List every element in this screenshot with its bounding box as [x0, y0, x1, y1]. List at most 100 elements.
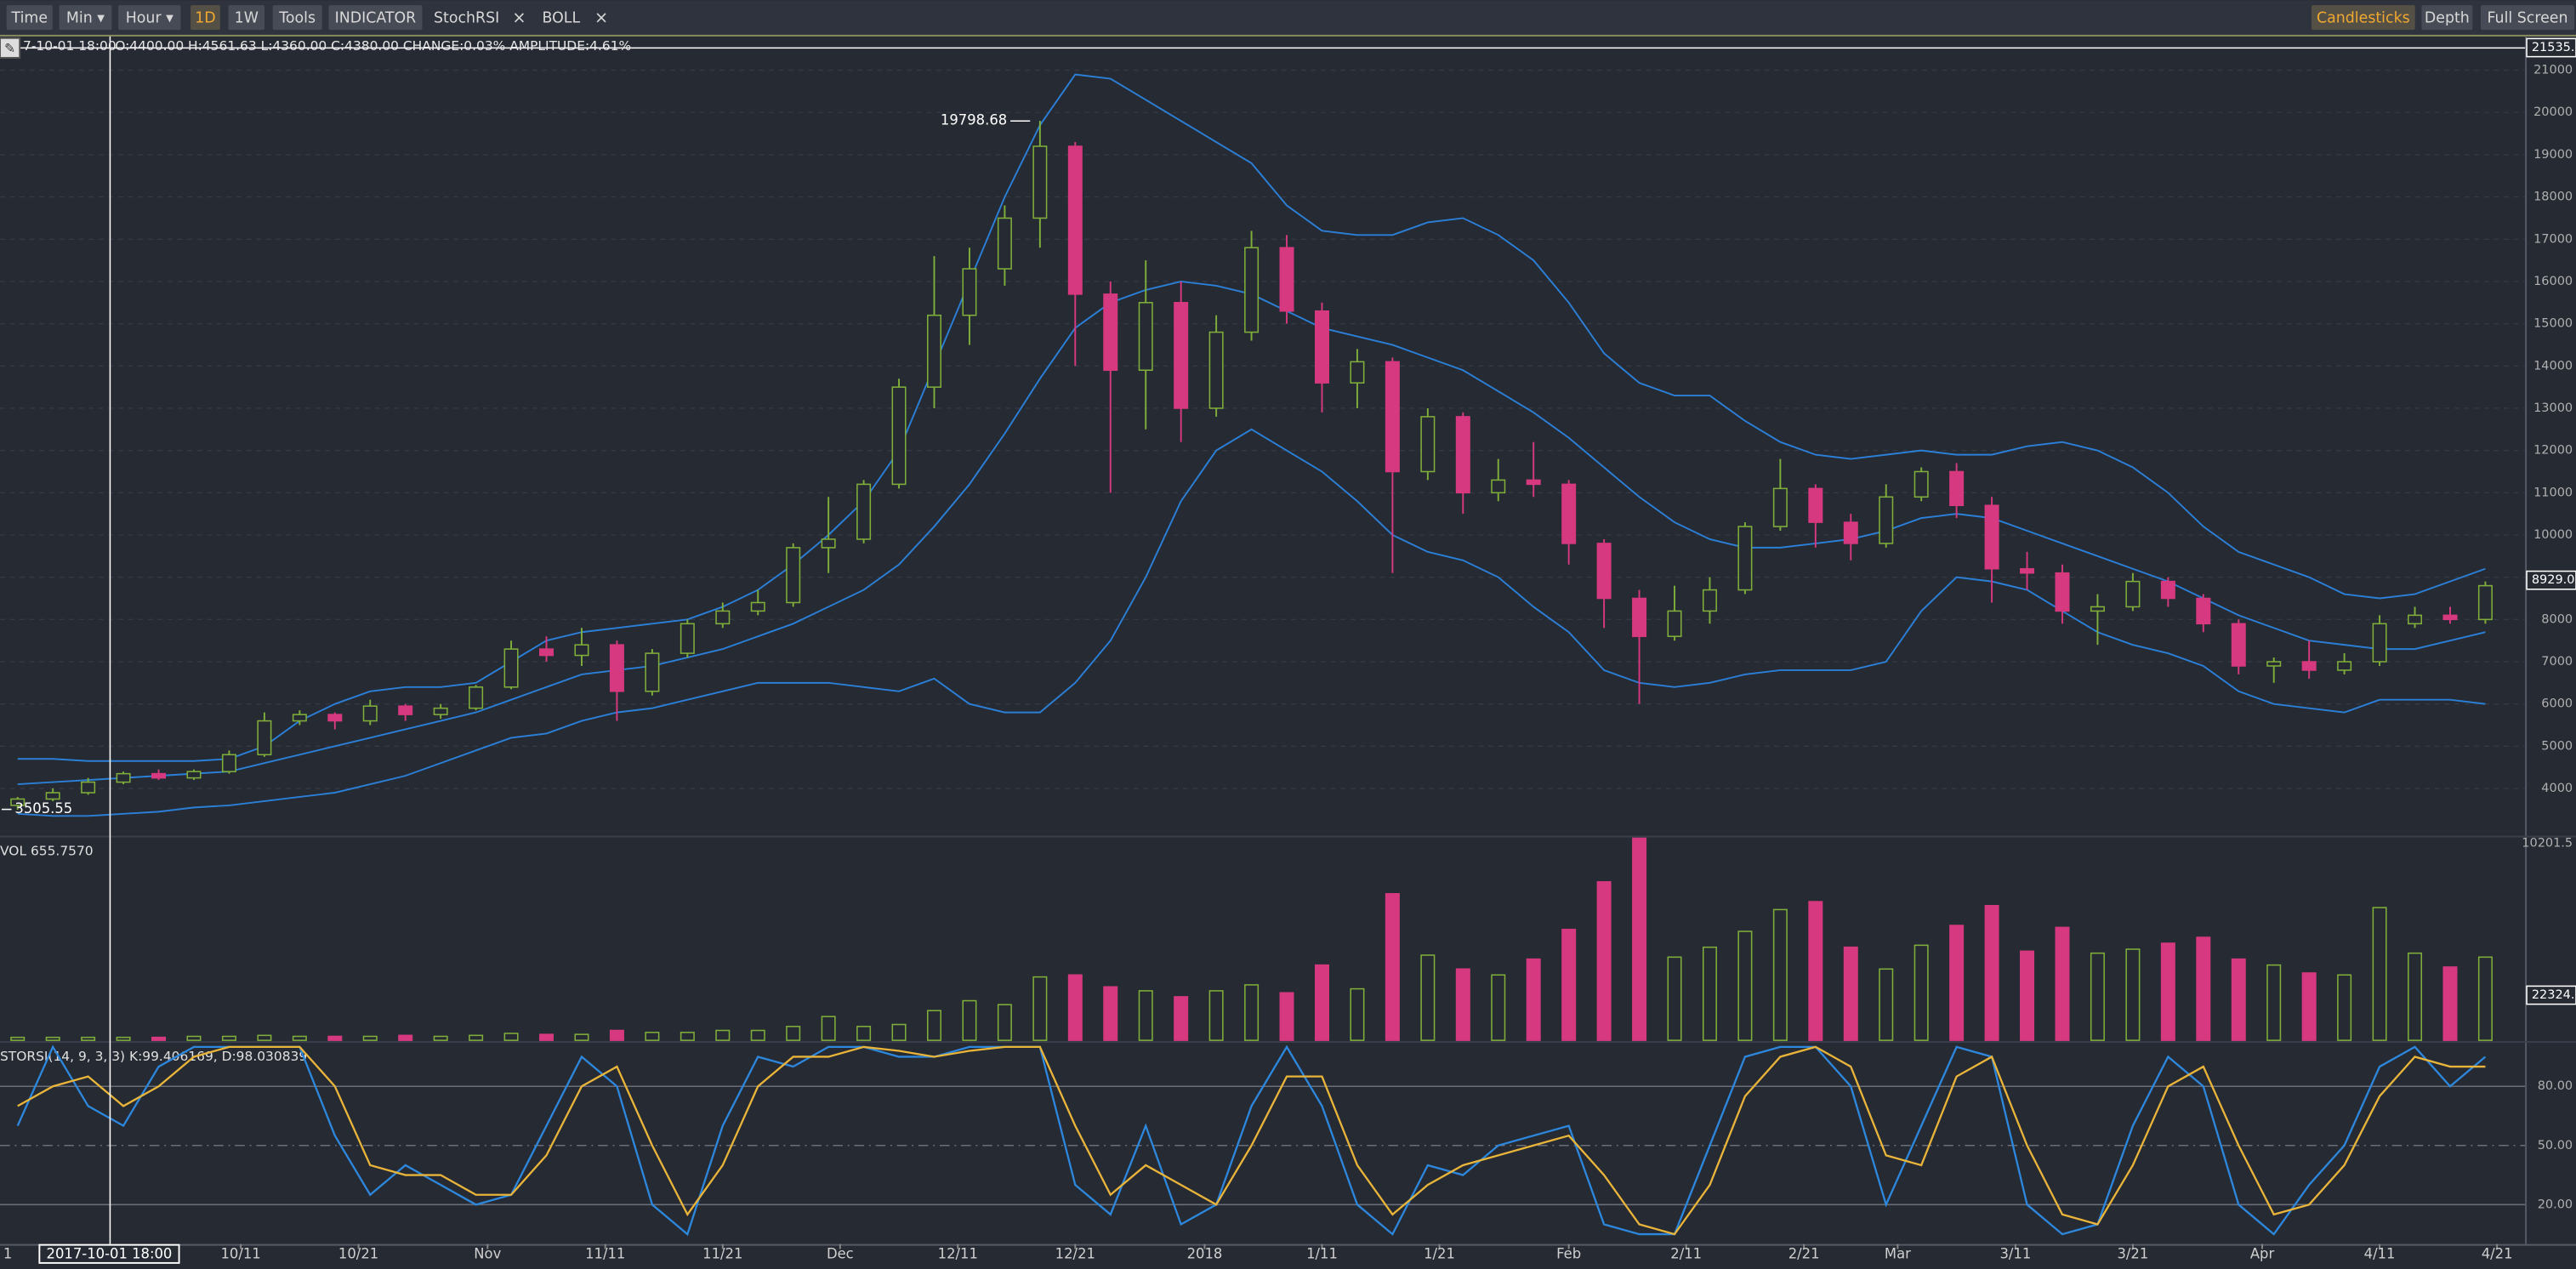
x-tick-label: Apr: [2250, 1246, 2275, 1262]
candle-body: [1138, 302, 1153, 372]
y-tick-label: 21000: [2533, 64, 2573, 77]
x-tick-label: 11/21: [702, 1246, 742, 1262]
candle-body: [1949, 470, 1965, 506]
price-label: 8929.0: [2532, 573, 2575, 587]
price-label: 21535.: [2532, 41, 2575, 54]
candle-body: [1032, 145, 1048, 219]
y-tick-label: 20000: [2533, 105, 2573, 119]
candle-body: [1385, 361, 1400, 473]
volume-bar: [1208, 990, 1224, 1041]
volume-bar: [1279, 992, 1294, 1041]
toolbar-button[interactable]: [118, 5, 181, 31]
y-tick-label: 50.00: [2538, 1139, 2573, 1152]
toolbar-button[interactable]: [6, 5, 53, 31]
y-tick-label: 11000: [2533, 486, 2573, 499]
candle-body: [1526, 479, 1541, 486]
candle-body: [609, 644, 624, 692]
candle-body: [2231, 623, 2246, 667]
volume-bar: [10, 1036, 26, 1041]
candle-body: [469, 686, 484, 709]
toolbar-button-label[interactable]: Candlesticks: [2317, 10, 2410, 27]
candle-body: [927, 314, 942, 388]
volume-bar: [1667, 956, 1682, 1041]
candle-body: [116, 772, 131, 783]
y-tick-label: 12000: [2533, 444, 2573, 458]
y-tick-label: 15000: [2533, 317, 2573, 331]
indicator-close[interactable]: ×: [512, 8, 526, 27]
toolbar-button[interactable]: [228, 5, 265, 31]
volume-bar: [2442, 966, 2458, 1041]
x-tick-label: 4/21: [2482, 1246, 2513, 1262]
candle-body: [2055, 572, 2070, 612]
toolbar-button-label[interactable]: Depth: [2425, 10, 2470, 27]
volume-bar: [1561, 928, 1577, 1041]
toolbar-button-label[interactable]: Min ▾: [66, 10, 105, 27]
stochrsi-line: [16, 1044, 2487, 1237]
price-label-box: [2526, 570, 2576, 590]
wrench-icon[interactable]: [0, 37, 21, 59]
candle-body: [433, 707, 448, 715]
volume-bar: [2020, 950, 2035, 1041]
candle-body: [2442, 614, 2458, 621]
info-ohlc: O:4400.00 H:4561.63 L:4360.00 C:4380.00 …: [115, 38, 631, 54]
candle-body: [1667, 610, 1682, 637]
candle-body: [1244, 247, 1260, 333]
volume-bar: [1103, 986, 1118, 1041]
toolbar-button[interactable]: [2421, 5, 2473, 31]
toolbar-button-label[interactable]: 1D: [195, 10, 215, 27]
toolbar-button-label[interactable]: INDICATOR: [335, 10, 417, 27]
candle-body: [45, 792, 60, 800]
toolbar-button-label[interactable]: 1W: [235, 10, 259, 27]
candle-body: [503, 648, 519, 688]
volume-bar: [327, 1035, 343, 1041]
x-tick-label: Nov: [474, 1246, 501, 1262]
indicator-tab[interactable]: BOLL: [542, 10, 580, 27]
volume-bar: [1879, 968, 1894, 1041]
toolbar-button[interactable]: [272, 5, 322, 31]
x-tick-label: Mar: [1885, 1246, 1911, 1262]
volume-bar: [1138, 990, 1153, 1041]
toolbar-button[interactable]: [2480, 5, 2575, 31]
toolbar-button[interactable]: [328, 5, 423, 31]
volume-bar: [1491, 974, 1506, 1041]
volume-bar: [2372, 907, 2387, 1041]
pane-title: VOL 655.7570: [0, 843, 94, 858]
volume-bar: [1949, 925, 1965, 1041]
toolbar-button[interactable]: [2311, 5, 2415, 31]
volume-bar: [1526, 958, 1541, 1041]
crosshair-date: 2017-10-01 18:00: [47, 1246, 173, 1262]
candle-body: [186, 771, 202, 779]
volume-bar: [1455, 968, 1470, 1041]
volume-bar: [1314, 964, 1329, 1041]
x-tick-label: 4/11: [2364, 1246, 2396, 1262]
toolbar-button[interactable]: [190, 5, 220, 31]
candle-body: [2090, 606, 2105, 612]
indicator-close[interactable]: ×: [594, 8, 608, 27]
stochrsi-line: [17, 1045, 2486, 1236]
volume-bar: [1244, 984, 1260, 1041]
toolbar-button-label[interactable]: Hour ▾: [126, 10, 173, 27]
volume-bar: [469, 1034, 484, 1041]
volume-bar: [786, 1026, 801, 1041]
y-tick-label: 20.00: [2538, 1198, 2573, 1211]
volume-bar: [574, 1033, 589, 1041]
candle-body: [1984, 504, 1999, 570]
toolbar-button-label[interactable]: Full Screen: [2488, 10, 2568, 27]
x-tick-label: 12/11: [938, 1246, 978, 1262]
candle-body: [2477, 584, 2493, 621]
toolbar-button-label[interactable]: Time: [11, 10, 48, 27]
y-tick-label: 5000: [2541, 739, 2573, 753]
volume-bar: [1632, 837, 1647, 1041]
x-tick-label: Feb: [1556, 1246, 1581, 1262]
toolbar: [0, 0, 2576, 35]
volume-bar: [997, 1004, 1012, 1041]
y-tick-label: 19000: [2533, 148, 2573, 162]
volume-bar: [221, 1035, 236, 1041]
y-tick-label: 18000: [2533, 191, 2573, 204]
volume-bar: [2337, 974, 2352, 1041]
indicator-tab[interactable]: StochRSI: [434, 10, 499, 27]
toolbar-button[interactable]: [59, 5, 112, 31]
toolbar-button-label[interactable]: Tools: [278, 10, 316, 27]
y-tick-label: 4000: [2541, 782, 2573, 795]
